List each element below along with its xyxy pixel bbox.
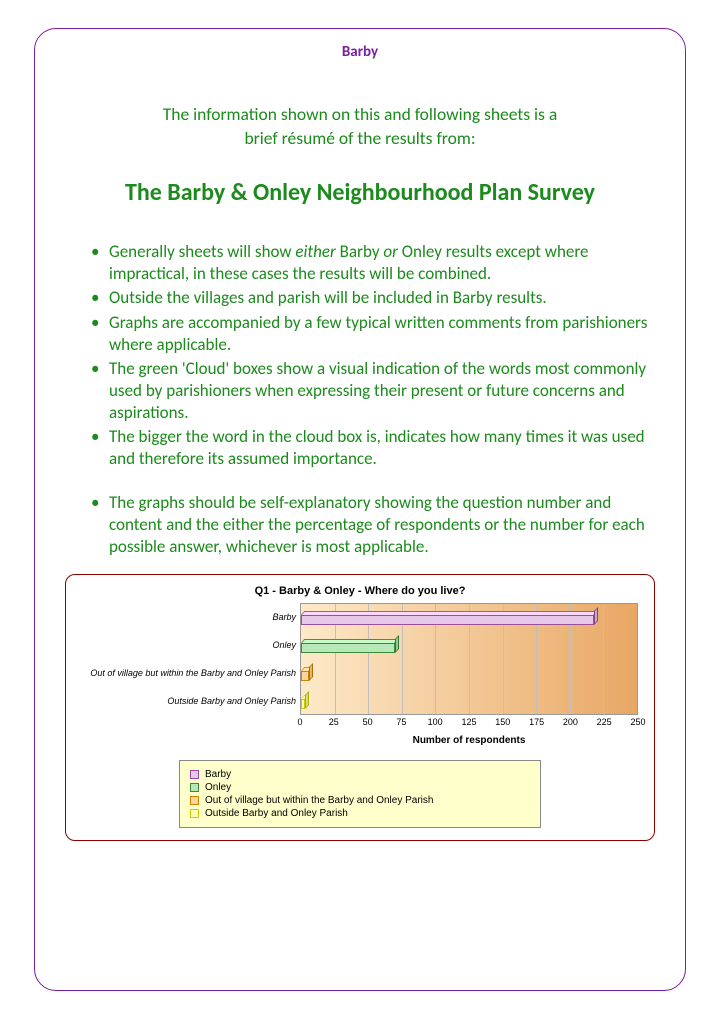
chart-x-label: Number of respondents — [300, 735, 638, 746]
intro-text: The information shown on this and follow… — [93, 103, 627, 150]
bullet-list: Generally sheets will show either Barby … — [63, 241, 657, 558]
chart-plot-area — [300, 603, 638, 715]
legend-item: Out of village but within the Barby and … — [190, 795, 530, 806]
bullet-item: The green 'Cloud' boxes show a visual in… — [91, 358, 651, 424]
chart-title: Q1 - Barby & Onley - Where do you live? — [82, 585, 638, 597]
x-tick: 50 — [363, 717, 373, 727]
legend-item: Onley — [190, 782, 530, 793]
legend-label: Barby — [205, 769, 231, 780]
y-label: Outside Barby and Onley Parish — [82, 696, 296, 706]
chart-bar — [301, 611, 594, 625]
y-label: Onley — [82, 640, 296, 650]
legend-label: Out of village but within the Barby and … — [205, 795, 433, 806]
page-header: Barby — [63, 43, 657, 61]
x-tick: 175 — [529, 717, 544, 727]
legend-swatch — [190, 809, 199, 818]
x-tick: 0 — [297, 717, 302, 727]
gridline — [603, 604, 604, 714]
x-tick: 225 — [597, 717, 612, 727]
legend-swatch — [190, 783, 199, 792]
x-tick: 150 — [495, 717, 510, 727]
page: Barby The information shown on this and … — [0, 0, 720, 1019]
bullet-item: Outside the villages and parish will be … — [91, 287, 651, 309]
legend-label: Onley — [205, 782, 231, 793]
content-frame: Barby The information shown on this and … — [34, 28, 686, 991]
chart-y-labels: Barby Onley Out of village but within the … — [82, 603, 300, 715]
legend-label: Outside Barby and Onley Parish — [205, 808, 348, 819]
x-tick: 250 — [630, 717, 645, 727]
y-label: Out of village but within the Barby and … — [82, 668, 296, 678]
legend-swatch — [190, 796, 199, 805]
chart-bar — [301, 695, 305, 709]
intro-line-2: brief résumé of the results from: — [244, 127, 475, 149]
x-tick: 125 — [461, 717, 476, 727]
x-tick: 25 — [329, 717, 339, 727]
chart-container: Q1 - Barby & Onley - Where do you live? … — [65, 574, 655, 841]
chart-bar — [301, 667, 309, 681]
page-title: The Barby & Onley Neighbourhood Plan Sur… — [63, 178, 657, 207]
legend-item: Barby — [190, 769, 530, 780]
chart-legend: Barby Onley Out of village but within the … — [179, 760, 541, 828]
chart-x-axis: 0255075100125150175200225250 — [300, 717, 638, 731]
bullet-item: Graphs are accompanied by a few typical … — [91, 312, 651, 356]
bullet-item: The graphs should be self-explanatory sh… — [91, 492, 651, 558]
chart-bar — [301, 639, 395, 653]
bullet-item: The bigger the word in the cloud box is,… — [91, 426, 651, 470]
chart-plot-wrap: Barby Onley Out of village but within the … — [82, 603, 638, 746]
legend-item: Outside Barby and Onley Parish — [190, 808, 530, 819]
intro-line-1: The information shown on this and follow… — [163, 103, 558, 125]
chart-plot-outer: 0255075100125150175200225250 Number of r… — [300, 603, 638, 746]
x-tick: 100 — [428, 717, 443, 727]
x-tick: 75 — [396, 717, 406, 727]
y-label: Barby — [82, 612, 296, 622]
x-tick: 200 — [563, 717, 578, 727]
legend-swatch — [190, 770, 199, 779]
bullet-item: Generally sheets will show either Barby … — [91, 241, 651, 285]
